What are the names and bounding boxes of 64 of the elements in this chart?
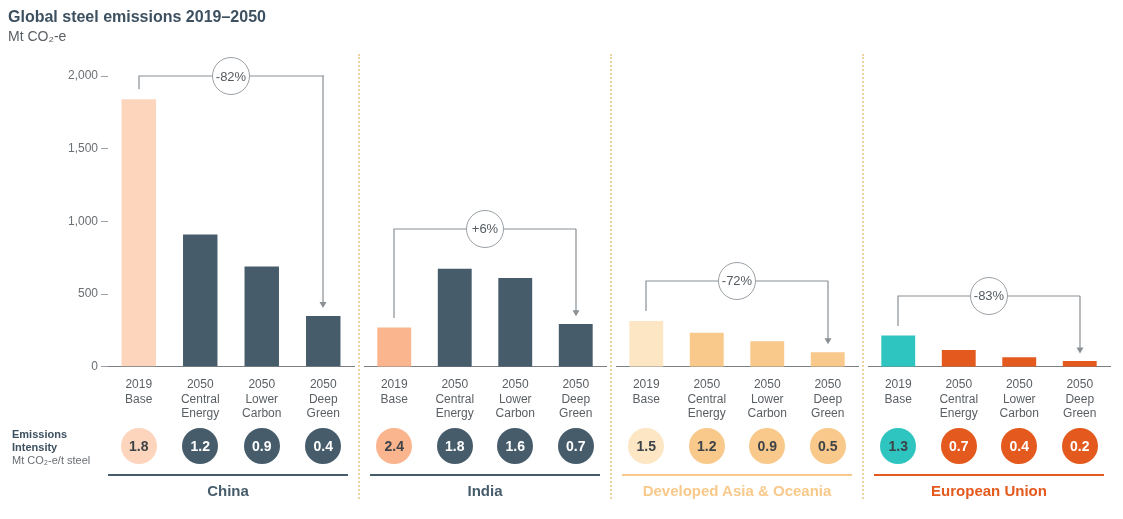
annotation: +6% <box>466 209 504 248</box>
x-tick-label: 2050 Central Energy <box>687 377 727 421</box>
x-tick-label: 2019 Base <box>125 377 153 406</box>
x-tick-label: 2050 Central Energy <box>180 377 220 421</box>
x-tick-label: 2050 Lower Carbon <box>999 377 1039 421</box>
x-tick-label: 2050 Deep Green <box>1063 377 1097 421</box>
x-tick-label: 2019 Base <box>632 377 661 406</box>
bar <box>498 278 533 367</box>
text: 1.3 <box>880 428 917 464</box>
y-tick-label: 1,500 <box>67 141 99 156</box>
chart-title: Global steel emissions 2019–2050 <box>8 8 267 26</box>
x-axis-title: China <box>108 474 348 499</box>
x-tick-label: 2050 Lower Carbon <box>747 377 787 421</box>
text: 0.7 <box>940 428 977 464</box>
x-tick-label: 2050 Central Energy <box>939 377 979 421</box>
x-tick-label: 2050 Lower Carbon <box>495 377 535 421</box>
x-axis-title: India <box>370 474 600 499</box>
bar <box>306 315 341 367</box>
text: 2.4 <box>376 428 413 464</box>
text: 0.4 <box>305 428 342 464</box>
bar <box>377 327 412 367</box>
text: 0.4 <box>1001 428 1038 464</box>
text: 1.5 <box>628 428 665 464</box>
bar <box>183 234 218 367</box>
text: 0.7 <box>557 428 594 464</box>
text: 1.8 <box>120 428 157 464</box>
x-tick-label: 2050 Central Energy <box>435 377 475 421</box>
text: 1.2 <box>688 428 725 464</box>
bar <box>121 99 156 367</box>
x-tick-label: 2019 Base <box>380 377 409 406</box>
text: 1.2 <box>182 428 219 464</box>
x-tick-label: 2050 Deep Green <box>559 377 593 421</box>
y-tick-label: 500 <box>77 286 99 301</box>
text: Emissions Intensity <box>12 428 69 454</box>
text: 0.9 <box>749 428 786 464</box>
x-tick-label: 2019 Base <box>884 377 913 406</box>
bar <box>810 352 845 367</box>
bar <box>689 332 724 367</box>
x-tick-label: 2050 Deep Green <box>306 377 340 421</box>
text: 0.2 <box>1061 428 1098 464</box>
bar <box>558 323 593 367</box>
y-axis-title: Mt CO₂-e <box>8 28 68 44</box>
text: 0.5 <box>809 428 846 464</box>
text: 0.9 <box>243 428 280 464</box>
y-tick-label: 2,000 <box>67 68 99 83</box>
x-axis-title: Developed Asia & Oceania <box>622 474 852 499</box>
x-tick-label: 2050 Lower Carbon <box>242 377 282 421</box>
bar <box>750 341 785 367</box>
text: 1.8 <box>436 428 473 464</box>
y-tick-label: 0 <box>91 359 99 374</box>
bar <box>437 268 472 367</box>
bar <box>244 266 279 367</box>
annotation: -72% <box>718 261 756 300</box>
bar <box>881 335 916 367</box>
bar <box>1002 357 1037 367</box>
x-tick-label: 2050 Deep Green <box>811 377 845 421</box>
annotation: -83% <box>970 276 1008 315</box>
bar <box>629 321 664 367</box>
text: 1.6 <box>497 428 534 464</box>
bar <box>941 350 976 367</box>
annotation: -82% <box>212 57 250 95</box>
y-tick-label: 1,000 <box>67 213 99 228</box>
text: Mt CO₂-e/t steel <box>12 454 92 467</box>
x-axis-title: European Union <box>874 474 1104 499</box>
